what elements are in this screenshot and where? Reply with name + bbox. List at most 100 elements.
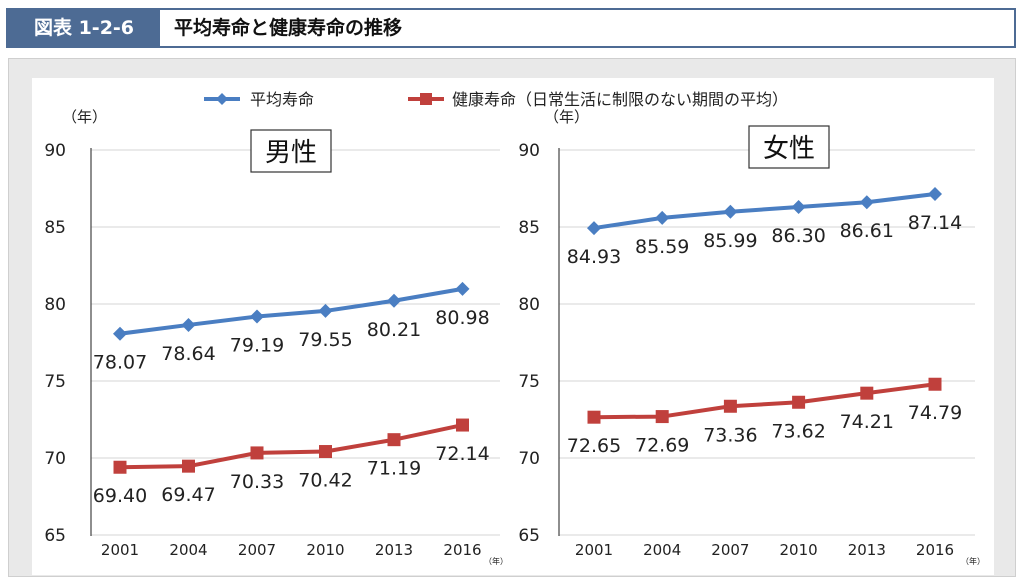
- chart-female: 65 70 75 80 85 90 2001 2004 2007 2010 2013 2016 （年…: [518, 108, 985, 566]
- x-tick-label: 2013: [375, 541, 413, 559]
- data-label: 86.61: [840, 220, 894, 242]
- data-point-square: [387, 433, 401, 447]
- data-point-square: [723, 399, 737, 413]
- data-label: 80.21: [367, 319, 421, 341]
- y-tick-label: 75: [518, 372, 540, 392]
- x-tick-label: 2010: [780, 541, 818, 559]
- data-point-square: [928, 377, 942, 391]
- data-label: 79.55: [298, 329, 352, 351]
- y-unit-female: （年）: [544, 108, 589, 126]
- series-male-healthy-life-expectancy: 69.40 69.47 70.33 70.42 71.19 72.14: [93, 418, 490, 507]
- y-tick-label: 80: [518, 295, 540, 315]
- series-line: [593, 192, 936, 231]
- panel-title-female: 女性: [763, 134, 815, 164]
- legend-label-series-1: 平均寿命: [250, 90, 314, 109]
- legend-marker-series-1: [216, 93, 228, 105]
- data-label: 85.59: [635, 236, 689, 258]
- data-label: 69.47: [161, 484, 215, 506]
- y-tick-label: 80: [44, 295, 66, 315]
- x-tick-label: 2016: [916, 541, 954, 559]
- data-label: 84.93: [567, 246, 621, 268]
- x-tick-label: 2013: [848, 541, 886, 559]
- data-label: 87.14: [908, 212, 962, 234]
- figure-label: 図表 1-2-6: [8, 10, 160, 46]
- panel-title-box-female: [748, 125, 830, 169]
- y-tick-label: 85: [44, 218, 66, 238]
- data-label: 72.69: [635, 435, 689, 457]
- y-tick-label: 70: [518, 449, 540, 469]
- x-unit-female: （年）: [961, 556, 985, 566]
- y-tick-label: 90: [518, 141, 540, 161]
- data-label: 79.19: [230, 334, 284, 356]
- data-point-square: [456, 418, 469, 432]
- series-male-life-expectancy: 78.07 78.64 79.19 79.55 80.21 80.98: [93, 281, 490, 374]
- data-point-diamond: [318, 303, 333, 318]
- chart-male: 65 70 75 80 85 90 2001 2004 2007 2010 2013 2016 （年…: [44, 108, 508, 566]
- x-tick-label: 2007: [238, 541, 276, 559]
- data-point-diamond: [113, 326, 127, 341]
- series-female-healthy-life-expectancy: 72.65 72.69 73.36 73.62 74.21 74.79: [567, 377, 962, 457]
- gridlines-male: [91, 149, 500, 536]
- series-female-life-expectancy: 84.93 85.59 85.99 86.30 86.61 87.14: [567, 187, 962, 268]
- x-tick-label: 2016: [443, 541, 481, 559]
- series-line: [119, 286, 463, 336]
- data-point-diamond: [791, 199, 806, 214]
- y-tick-label: 90: [44, 141, 66, 161]
- x-tick-label: 2001: [575, 541, 613, 559]
- figure-header: 図表 1-2-6 平均寿命と健康寿命の推移: [6, 8, 1016, 48]
- data-point-square: [792, 395, 806, 409]
- x-tick-label: 2004: [643, 541, 681, 559]
- data-label: 85.99: [703, 230, 757, 252]
- data-point-diamond: [723, 204, 738, 219]
- data-point-diamond: [587, 221, 601, 236]
- x-tick-labels-female: 2001 2004 2007 2010 2013 2016: [575, 541, 954, 559]
- figure-title: 平均寿命と健康寿命の推移: [174, 17, 403, 39]
- y-tick-label: 70: [44, 449, 66, 469]
- y-unit-male: （年）: [62, 108, 107, 126]
- data-point-square: [860, 386, 874, 400]
- data-point-square: [587, 410, 601, 424]
- x-tick-labels-male: 2001 2004 2007 2010 2013 2016: [101, 541, 482, 559]
- legend-label-series-2: 健康寿命（日常生活に制限のない期間の平均）: [452, 90, 788, 109]
- data-point-diamond: [655, 210, 670, 225]
- data-point-diamond: [250, 309, 264, 324]
- data-point-diamond: [455, 281, 470, 296]
- data-label: 80.98: [435, 307, 489, 329]
- data-point-diamond: [859, 195, 874, 210]
- data-point-diamond: [928, 187, 942, 202]
- x-tick-label: 2004: [169, 541, 207, 559]
- data-point-diamond: [181, 317, 196, 332]
- data-point-square: [655, 410, 669, 424]
- data-label: 74.21: [840, 411, 894, 433]
- data-label: 86.30: [771, 225, 825, 247]
- data-point-square: [250, 446, 264, 460]
- data-label: 78.07: [93, 352, 147, 374]
- y-tick-label: 75: [44, 372, 66, 392]
- x-tick-label: 2007: [711, 541, 749, 559]
- series-line: [119, 423, 463, 470]
- x-tick-label: 2001: [101, 541, 139, 559]
- data-label: 71.19: [367, 458, 421, 480]
- data-label: 72.14: [435, 443, 489, 465]
- y-tick-labels-female: 65 70 75 80 85 90: [518, 141, 540, 546]
- legend-item-series-1: 平均寿命: [204, 90, 314, 109]
- legend: 平均寿命 健康寿命（日常生活に制限のない期間の平均）: [204, 90, 788, 109]
- data-label: 73.62: [771, 420, 825, 442]
- data-point-square: [319, 445, 332, 459]
- panel-title-male: 男性: [265, 138, 317, 168]
- data-label: 70.42: [298, 470, 352, 492]
- series-line: [593, 382, 936, 420]
- data-label: 70.33: [230, 471, 284, 493]
- y-tick-label: 65: [518, 526, 540, 546]
- data-label: 73.36: [703, 424, 757, 446]
- y-tick-label: 85: [518, 218, 540, 238]
- data-point-square: [182, 459, 195, 473]
- data-label: 69.40: [93, 485, 147, 507]
- legend-marker-series-2: [420, 93, 432, 105]
- y-tick-label: 65: [44, 526, 66, 546]
- y-tick-labels-male: 65 70 75 80 85 90: [44, 141, 66, 546]
- legend-item-series-2: 健康寿命（日常生活に制限のない期間の平均）: [408, 90, 788, 109]
- data-label: 72.65: [567, 435, 621, 457]
- data-point-square: [113, 460, 127, 474]
